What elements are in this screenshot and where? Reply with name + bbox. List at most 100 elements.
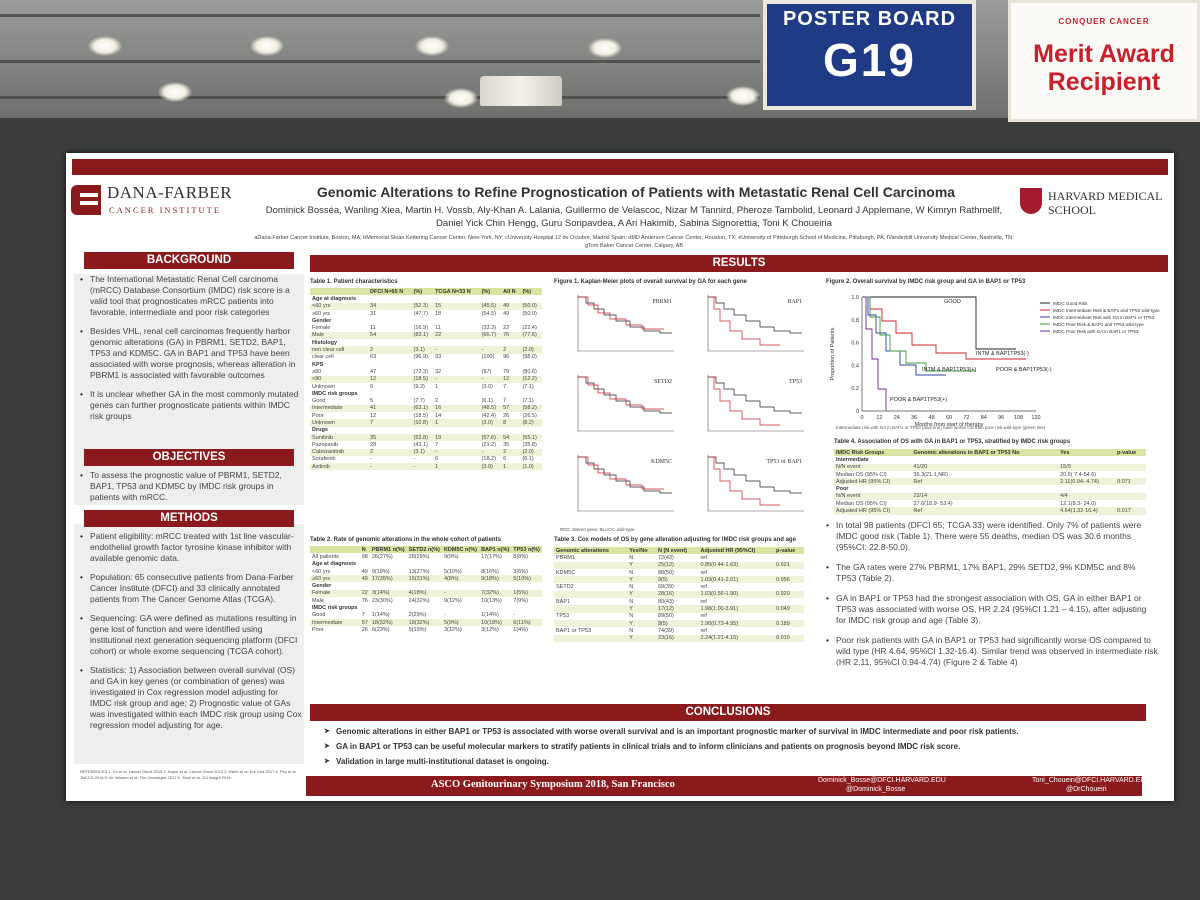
table-cell: - xyxy=(433,346,480,354)
poster-affiliations: aDana-Farber Cancer Institute, Boston, M… xyxy=(254,235,1014,249)
table-cell: (1.0) xyxy=(520,463,542,471)
table-row: Y 8(5) 1.90(0.73-4.95) 0.189 xyxy=(554,619,804,628)
table-cell: 34 xyxy=(368,302,412,310)
table-cell: Y xyxy=(627,590,656,599)
table-cell: - xyxy=(479,448,502,456)
fig2-y-tick: 0.6 xyxy=(851,341,859,347)
table-cell: 0.189 xyxy=(774,619,804,628)
table-cell: 7 xyxy=(368,419,412,427)
fig2-curve-label: INTM & BAP1TP53(-) xyxy=(976,351,1029,357)
table-row: N/N event 22/14 4/4 xyxy=(834,492,1146,501)
table-cell: (55.1) xyxy=(520,433,542,442)
table-cell xyxy=(412,295,434,302)
methods-section: Patient eligibility: mRCC treated with 1… xyxy=(80,531,302,739)
table-cell: (18.2) xyxy=(481,456,496,463)
table-cell: 11 xyxy=(370,325,376,332)
table-row: Age at diagnosis xyxy=(310,561,542,568)
table-cell: 32 xyxy=(435,368,442,375)
table-cell: (98.0) xyxy=(522,354,537,361)
table-cell: All patients xyxy=(312,553,339,560)
table-cell: 17(35%) xyxy=(369,575,407,583)
table-cell: 0.071 xyxy=(1114,478,1146,486)
km-wildtype-curve xyxy=(708,456,802,494)
table-cell: 2 xyxy=(368,448,412,456)
table-cell: (53.8) xyxy=(411,433,434,442)
table-cell: 18(32%) xyxy=(369,618,407,627)
table-cell: Adjusted HR (95% CI) xyxy=(834,478,912,486)
table-cell: - xyxy=(513,612,516,619)
table-cell: Poor xyxy=(312,626,324,633)
table-cell xyxy=(554,619,628,628)
ceiling-light xyxy=(88,36,122,56)
table-row: IMDC risk groups xyxy=(310,604,542,611)
table-cell: ≥60 yrs xyxy=(310,575,360,583)
table-cell: 1.98(1.00-3.91) xyxy=(698,605,775,613)
fig2-curve-label: POOR & BAP1TP53(-) xyxy=(996,367,1052,373)
table-row: N/N event 41/20 15/9 xyxy=(834,463,1146,471)
table-cell: 24(32%) xyxy=(408,597,430,604)
table-row: Axitinib - -1 (3.0) 1 (1.0) xyxy=(310,463,542,471)
table-cell: - xyxy=(411,463,434,471)
table-cell xyxy=(520,295,542,302)
table-cell: ref xyxy=(700,613,707,620)
km-plot-label: BAP1 xyxy=(787,299,802,305)
table-cell xyxy=(554,561,628,569)
table-cell: Unknown xyxy=(310,419,369,427)
table-cell: Gender xyxy=(312,317,332,324)
table-cell: - xyxy=(413,456,416,463)
table-cell: (66.7) xyxy=(479,331,502,340)
table-cell xyxy=(368,361,412,368)
table-cell xyxy=(442,604,479,611)
table-cell: IMDC risk groups xyxy=(312,390,358,397)
poster-board-number: G19 xyxy=(823,34,916,86)
table-cell: - xyxy=(441,589,480,598)
km-plot-label: SETD2 xyxy=(654,379,672,385)
table-header-row: IMDC Risk Groups Genomic alterations in B… xyxy=(834,449,1146,457)
table-cell: Cabozantinib xyxy=(310,448,369,456)
conclusions-section: Genomic alterations in either BAP1 or TP… xyxy=(324,726,1150,771)
table-cell: (3.1) xyxy=(411,346,434,354)
fig2-y-label: Proportion of Patients xyxy=(830,327,836,380)
fig2-curve-label: POOR & BAP1TP53(+) xyxy=(890,397,947,403)
table-row: Female 22 3(14%) 4(18%) -7(32%) 1(5%) xyxy=(310,589,542,598)
table-cell: 0.017 xyxy=(1114,507,1146,515)
table-cell: <80 xyxy=(310,375,369,383)
table-row: Poor xyxy=(834,485,1146,492)
table-cell xyxy=(501,427,520,434)
fig2-survival-curve xyxy=(862,296,887,411)
km-altered-curve xyxy=(708,456,780,506)
table-cell: Y xyxy=(627,634,656,642)
table-row: ≥60 yrs 31 (47.7) 18 (54.5) 49 (50.0) xyxy=(310,310,542,317)
fig2-y-tick: 0.4 xyxy=(851,363,859,369)
table-cell: Age at diagnosis xyxy=(312,295,357,302)
table-cell: Drugs xyxy=(312,427,328,434)
table-cell xyxy=(520,390,542,397)
table-cell: (72.3) xyxy=(413,368,428,375)
table-cell: 49 xyxy=(503,310,510,317)
table-cell: 49 xyxy=(501,302,521,310)
km-plot: SETD2 xyxy=(577,375,674,432)
fig2-y-tick: 0.2 xyxy=(851,386,859,392)
table-cell: 15 xyxy=(433,302,480,310)
ceiling-truss xyxy=(0,96,760,99)
dana-farber-mark-icon xyxy=(71,185,101,215)
poster-authors: Dominick Bosséa, Wanling Xiea, Martin H.… xyxy=(265,205,1003,229)
table-row: Y 17(12) 1.98(1.00-3.91) 0.049 xyxy=(554,605,804,613)
table-cell: 4(8%) xyxy=(441,575,480,583)
table-cell: 98 xyxy=(361,553,368,560)
table-cell: 13(27%) xyxy=(408,568,430,575)
table-row: Good 7 1(14%) 2(29%) - 1(14%) - xyxy=(310,612,542,619)
table-header-cell: (%) xyxy=(520,288,542,296)
table-row: Intermediate 41 (63.1) 16 (48.5) 57 (58.2) xyxy=(310,404,542,413)
table-cell: - xyxy=(433,448,480,456)
table-cell: 76 xyxy=(361,597,368,604)
table-cell: 47 xyxy=(370,368,377,375)
table-cell: Histology xyxy=(312,339,338,346)
table-cell: - xyxy=(479,375,502,383)
table-cell: ref xyxy=(700,569,707,576)
fig2-y-tick: 1.0 xyxy=(851,295,859,301)
table-cell: 2 xyxy=(435,398,439,405)
table-cell: Good xyxy=(312,398,326,405)
ceiling-truss xyxy=(0,14,760,17)
table-cell: 22/14 xyxy=(911,492,1059,501)
